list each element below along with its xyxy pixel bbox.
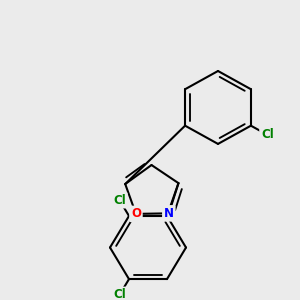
Text: Cl: Cl	[113, 288, 126, 300]
Text: Cl: Cl	[113, 194, 126, 207]
Text: N: N	[164, 207, 174, 220]
Text: O: O	[131, 207, 141, 220]
Text: Cl: Cl	[261, 128, 274, 141]
